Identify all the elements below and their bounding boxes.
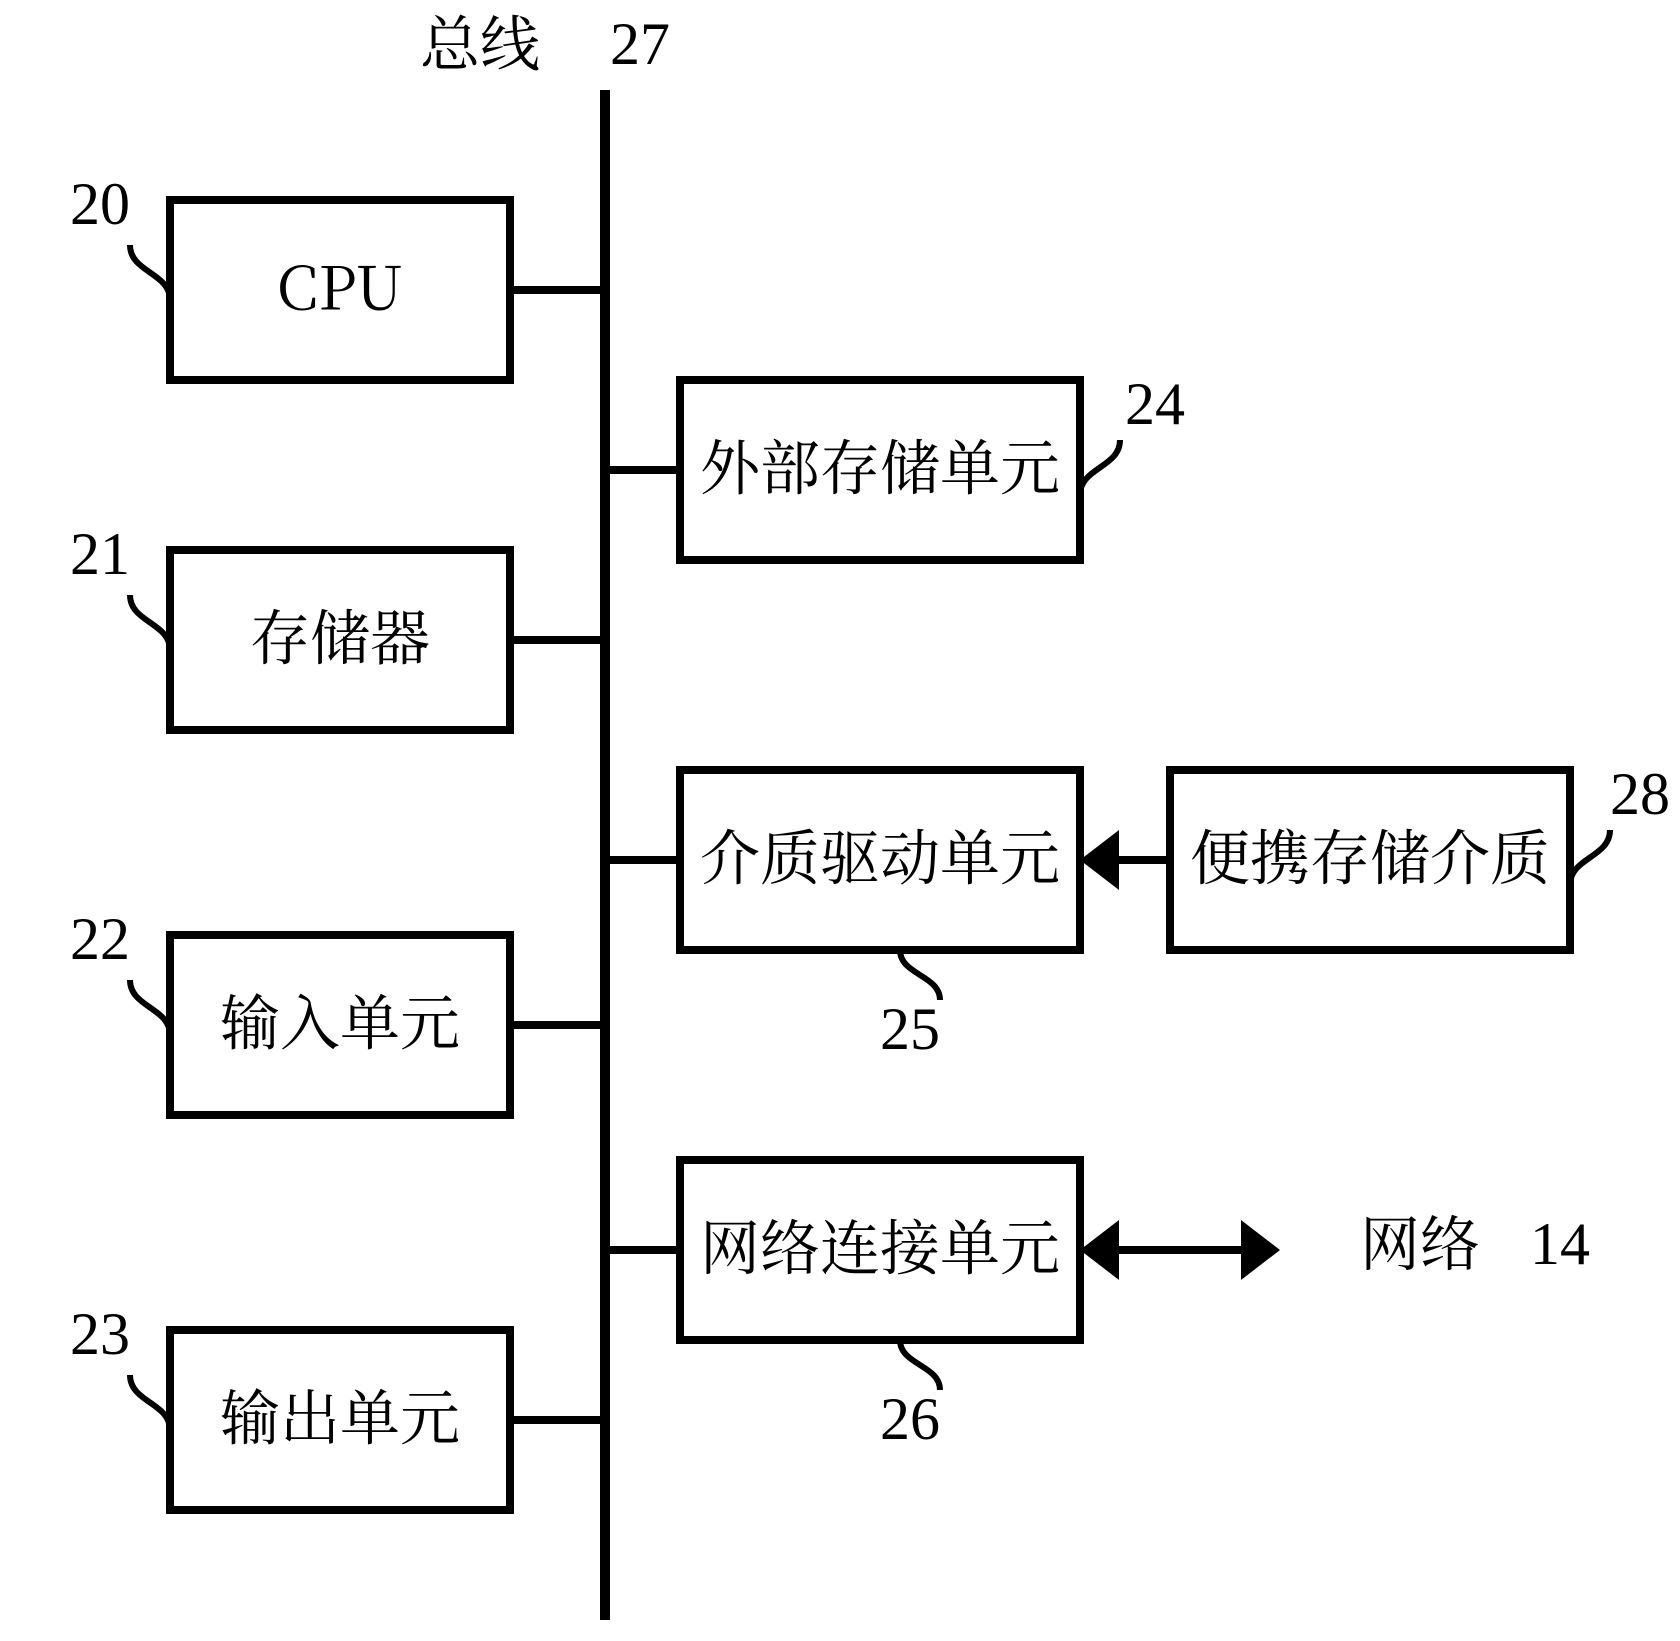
pointer-line-25 bbox=[900, 950, 940, 1000]
pointer-line-21 bbox=[130, 595, 170, 650]
pointer-line-28 bbox=[1570, 830, 1610, 885]
output-label: 输出单元 bbox=[220, 1371, 460, 1457]
media-drive-number: 25 bbox=[880, 996, 940, 1062]
ext-storage-number: 24 bbox=[1125, 371, 1185, 437]
network-number: 14 bbox=[1530, 1211, 1590, 1277]
input-number: 22 bbox=[70, 906, 130, 972]
arrow-media-to-drive-head bbox=[1080, 830, 1119, 890]
portable-media-number: 28 bbox=[1610, 761, 1670, 827]
arrow-network-head-right bbox=[1241, 1220, 1280, 1280]
media-drive-label: 介质驱动单元 bbox=[700, 811, 1060, 897]
pointer-line-24 bbox=[1080, 440, 1120, 495]
pointer-line-22 bbox=[130, 980, 170, 1035]
net-conn-label: 网络连接单元 bbox=[700, 1201, 1060, 1287]
input-label: 输入单元 bbox=[220, 976, 460, 1062]
output-number: 23 bbox=[70, 1301, 130, 1367]
ext-storage-label: 外部存储单元 bbox=[700, 421, 1060, 507]
net-conn-number: 26 bbox=[880, 1386, 940, 1452]
memory-number: 21 bbox=[70, 521, 130, 587]
pointer-line-23 bbox=[130, 1375, 170, 1430]
memory-label: 存储器 bbox=[250, 591, 430, 677]
pointer-line-20 bbox=[130, 245, 170, 300]
pointer-line-26 bbox=[900, 1340, 940, 1390]
bus-label: 总线 bbox=[420, 0, 540, 83]
cpu-label: CPU bbox=[277, 241, 403, 327]
arrow-network-head-left bbox=[1080, 1220, 1119, 1280]
network-label: 网络 bbox=[1360, 1197, 1480, 1283]
cpu-number: 20 bbox=[70, 171, 130, 237]
bus-number: 27 bbox=[610, 11, 670, 77]
portable-media-label: 便携存储介质 bbox=[1190, 811, 1550, 897]
